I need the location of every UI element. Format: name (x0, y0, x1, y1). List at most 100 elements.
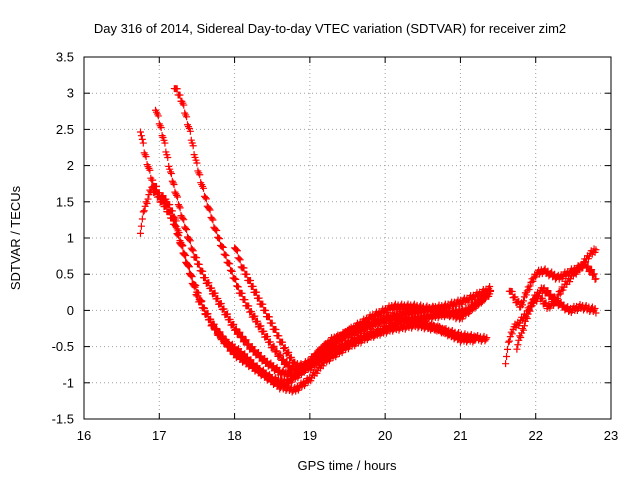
data-point-marker (192, 282, 200, 290)
data-point-marker (508, 330, 516, 338)
data-point-marker (138, 215, 146, 223)
data-point-marker (138, 135, 146, 143)
data-point-marker (242, 336, 250, 344)
data-point-marker (154, 112, 162, 120)
data-point-marker (139, 208, 147, 216)
data-point-marker (529, 277, 537, 285)
data-point-marker (183, 113, 191, 121)
data-point-marker (262, 306, 270, 314)
data-point-marker (502, 360, 510, 368)
data-point-marker (179, 214, 187, 222)
data-point-marker (193, 254, 201, 262)
data-point-marker (136, 229, 144, 237)
data-point-marker (245, 340, 253, 348)
data-point-marker (236, 256, 244, 264)
data-point-marker (162, 195, 170, 203)
data-point-marker (247, 307, 255, 315)
data-point-marker (220, 305, 228, 313)
data-point-marker (539, 285, 547, 293)
data-point-marker (591, 304, 599, 312)
data-point-marker (206, 206, 214, 214)
x-axis-label: GPS time / hours (298, 458, 397, 473)
data-point-marker (212, 226, 220, 234)
data-point-marker (215, 234, 223, 242)
data-point-marker (136, 128, 144, 136)
data-point-marker (538, 294, 546, 302)
data-point-marker (505, 337, 513, 345)
data-point-marker (244, 340, 252, 348)
data-point-marker (196, 171, 204, 179)
data-point-marker (223, 338, 231, 346)
data-point-marker (526, 282, 534, 290)
x-tick-label: 23 (604, 428, 618, 443)
data-point-marker (238, 333, 246, 341)
data-point-marker (588, 266, 596, 274)
data-point-marker (228, 346, 236, 354)
data-series (136, 85, 600, 396)
data-point-marker (169, 179, 177, 187)
data-point-marker (268, 319, 276, 327)
data-point-marker (185, 263, 193, 271)
data-point-marker (140, 207, 148, 215)
data-point-marker (272, 326, 280, 334)
data-point-marker (232, 246, 240, 254)
data-point-marker (232, 325, 240, 333)
data-point-marker (189, 142, 197, 150)
data-point-marker (213, 326, 221, 334)
data-point-marker (170, 180, 178, 188)
data-point-marker (525, 285, 533, 293)
data-point-marker (236, 328, 244, 336)
data-point-marker (471, 333, 479, 341)
data-point-marker (229, 345, 237, 353)
data-point-marker (517, 333, 525, 341)
data-point-marker (201, 274, 209, 282)
data-point-marker (174, 193, 182, 201)
data-point-marker (281, 344, 289, 352)
data-point-marker (592, 246, 600, 254)
data-point-marker (185, 236, 193, 244)
y-axis-label: SDTVAR / TECUs (8, 185, 23, 290)
data-point-marker (264, 332, 272, 340)
plot-frame (83, 56, 612, 420)
data-point-marker (198, 297, 206, 305)
data-point-marker (149, 176, 157, 184)
data-point-marker (257, 322, 265, 330)
x-tick-label: 22 (528, 428, 542, 443)
data-point-marker (209, 216, 217, 224)
data-point-marker (180, 216, 188, 224)
data-point-marker (233, 247, 241, 255)
data-point-marker (137, 222, 145, 230)
data-point-marker (275, 332, 283, 340)
data-point-marker (216, 331, 224, 339)
y-tick-label: 0.5 (56, 267, 74, 282)
data-point-marker (176, 91, 184, 99)
y-tick-label: 2 (67, 158, 74, 173)
data-point-marker (519, 297, 527, 305)
data-point-marker (266, 338, 274, 346)
data-point-marker (540, 284, 548, 292)
data-point-marker (273, 347, 281, 355)
data-point-marker (201, 194, 209, 202)
data-point-marker (222, 252, 230, 260)
data-point-marker (546, 291, 554, 299)
data-point-marker (184, 261, 192, 269)
data-point-marker (188, 273, 196, 281)
data-point-marker (582, 258, 590, 266)
data-point-marker (243, 270, 251, 278)
data-point-marker (592, 309, 600, 317)
data-point-marker (508, 288, 516, 296)
data-point-marker (240, 264, 248, 272)
data-point-marker (218, 335, 226, 343)
data-point-marker (511, 293, 519, 301)
data-point-marker (556, 290, 564, 298)
data-point-marker (207, 315, 215, 323)
y-tick-label: -1 (62, 375, 74, 390)
data-point-marker (234, 283, 242, 291)
data-point-marker (487, 287, 495, 295)
data-point-marker (202, 195, 210, 203)
data-point-marker (224, 342, 232, 350)
x-tick-label: 18 (227, 428, 241, 443)
data-point-marker (239, 332, 247, 340)
data-point-marker (230, 320, 238, 328)
